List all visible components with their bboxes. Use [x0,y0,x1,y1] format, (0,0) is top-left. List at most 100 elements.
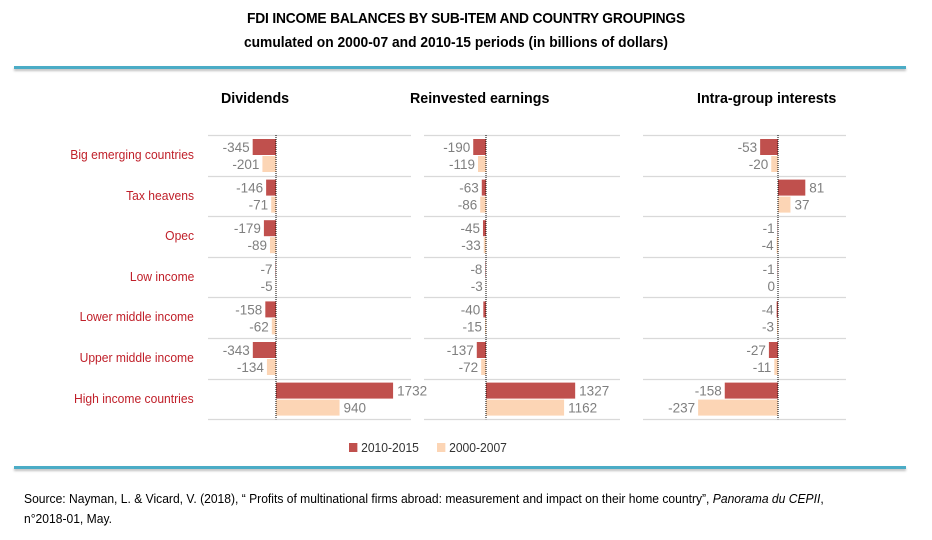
category-label: High income countries [74,390,194,406]
bar-2000-2007-big-emerging-countries [478,156,486,172]
value-label: -237 [668,401,695,416]
value-label: 37 [794,198,809,213]
value-label: -11 [753,360,772,375]
value-label: -146 [236,181,263,196]
value-label: 0 [767,279,775,294]
bottom-divider [14,466,906,469]
legend-swatch-2010-2015 [349,443,358,452]
value-label: -345 [223,140,250,155]
category-label: Tax heavens [126,187,194,203]
bar-2010-2015-tax-heavens [481,179,486,196]
value-label: -179 [234,221,261,236]
bar-2010-2015-high-income-countries [486,382,576,399]
bar-2010-2015-lower-middle-income [776,301,778,318]
value-label: -4 [762,302,774,317]
legend-label-2010-2015: 2010-2015 [361,440,419,455]
legend-item-2010-2015: 2010-2015 [349,440,419,455]
value-label: 940 [344,401,367,416]
bar-2000-2007-tax-heavens [778,196,791,213]
value-label: -20 [749,157,769,172]
bar-2010-2015-big-emerging-countries [473,139,486,155]
value-label: -119 [449,157,475,172]
value-label: -63 [459,181,479,196]
bar-2000-2007-opec [269,237,276,254]
bar-2010-2015-opec [263,220,276,237]
bar-2000-2007-upper-middle-income [481,359,486,375]
value-label: -1 [763,221,775,236]
bar-2000-2007-high-income-countries [698,399,778,416]
bar-2010-2015-upper-middle-income [476,342,486,358]
value-label: -33 [461,238,481,253]
bar-2010-2015-high-income-countries [724,382,778,399]
category-label: Lower middle income [79,309,194,325]
value-label: -158 [235,302,262,317]
bar-2010-2015-high-income-countries [276,382,394,399]
bar-2000-2007-upper-middle-income [774,359,778,375]
chart-subtitle: cumulated on 2000-07 and 2010-15 periods… [243,34,669,51]
bar-2000-2007-lower-middle-income [271,318,276,335]
legend-swatch-2000-2007 [437,443,446,452]
panel-title-dividends: Dividends [221,90,290,107]
value-label: -89 [247,238,267,253]
value-label: -62 [249,319,269,334]
source-prefix: Source: Nayman, L. & Vicard, V. (2018), … [24,491,713,506]
bar-2000-2007-high-income-countries [486,399,565,416]
bar-2010-2015-low-income [485,260,486,277]
value-label: -137 [447,343,474,358]
value-label: 1162 [568,401,597,416]
value-label: -15 [462,319,482,334]
value-label: -343 [223,343,250,358]
bar-2010-2015-upper-middle-income [252,342,276,358]
legend-item-2000-2007: 2000-2007 [437,440,507,455]
bar-2000-2007-upper-middle-income [266,359,276,375]
category-label: Opec [165,228,194,244]
panel-title-intra-group-interests: Intra-group interests [697,90,837,107]
bar-2010-2015-upper-middle-income [768,342,778,358]
bar-2010-2015-lower-middle-income [265,301,276,318]
legend-label-2000-2007: 2000-2007 [449,440,507,455]
bar-2000-2007-opec [483,237,486,254]
value-label: 81 [809,181,824,196]
value-label: -4 [762,238,774,253]
value-label: -53 [738,140,758,155]
category-label: Big emerging countries [70,147,194,162]
value-label: -72 [459,360,479,375]
source-suffix: , n°2018-01, May. [24,491,824,526]
value-label: -3 [471,279,483,294]
bar-2010-2015-lower-middle-income [483,301,486,318]
source-journal: Panorama du CEPII [712,491,821,506]
top-divider [14,66,906,69]
value-label: -27 [746,343,766,358]
value-label: -158 [695,384,722,399]
value-label: -7 [261,262,273,277]
value-label: -45 [460,221,480,236]
value-label: -190 [443,140,470,155]
panel-title-reinvested-earnings: Reinvested earnings [410,90,550,107]
value-label: -8 [470,262,482,277]
value-label: -40 [461,302,481,317]
value-label: -71 [249,198,269,213]
bar-2000-2007-lower-middle-income [484,318,486,335]
bar-2010-2015-big-emerging-countries [252,139,276,155]
value-label: -86 [458,198,478,213]
value-label: -134 [237,360,265,375]
bar-2000-2007-high-income-countries [276,399,340,416]
bar-2000-2007-big-emerging-countries [262,156,276,172]
value-label: -3 [762,319,774,334]
source-note: Source: Nayman, L. & Vicard, V. (2018), … [24,489,842,529]
bar-2000-2007-tax-heavens [271,196,276,213]
bar-2000-2007-lower-middle-income [776,318,778,335]
bar-2010-2015-opec [482,220,486,237]
category-label: Low income [129,268,194,284]
chart-title: FDI INCOME BALANCES BY SUB-ITEM AND COUN… [246,10,686,27]
value-label: -1 [763,262,775,277]
value-label: -201 [232,157,259,172]
value-label: 1327 [579,384,609,399]
value-label: -5 [261,279,273,294]
bar-2010-2015-big-emerging-countries [760,139,778,155]
bar-2010-2015-tax-heavens [778,179,806,196]
value-label: 1732 [397,384,427,399]
category-label: Upper middle income [79,350,194,365]
bar-2010-2015-tax-heavens [266,179,276,196]
